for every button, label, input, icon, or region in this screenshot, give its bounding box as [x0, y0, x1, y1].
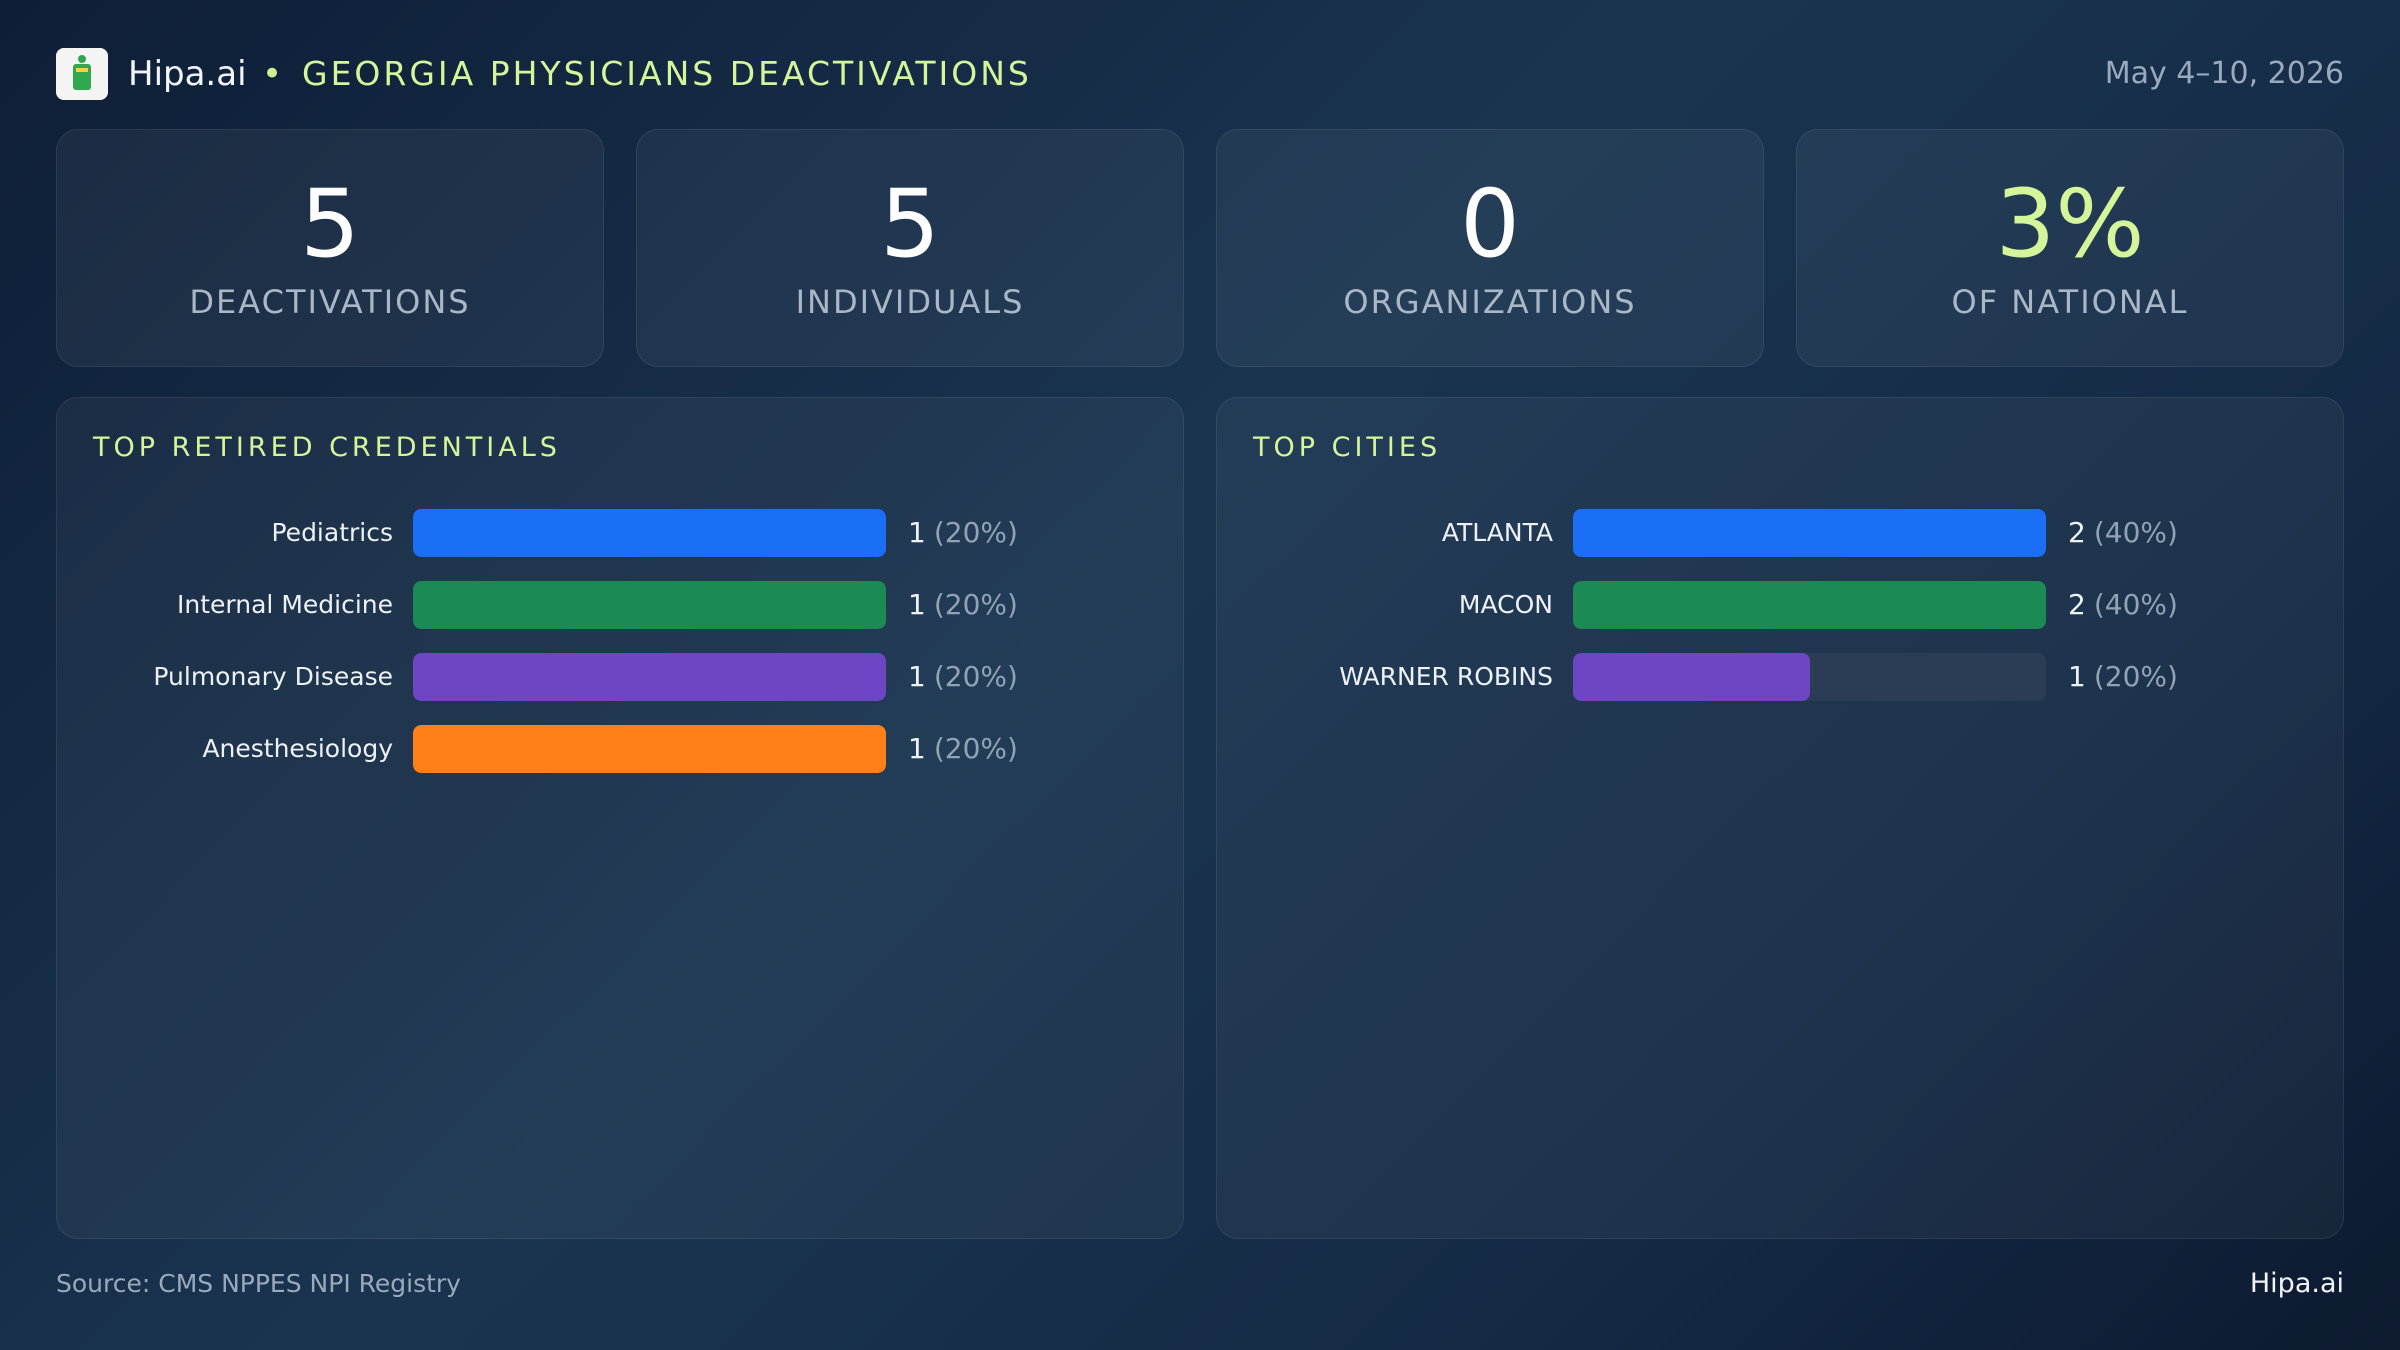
stat-label: INDIVIDUALS — [795, 283, 1025, 321]
bar-track — [413, 653, 886, 701]
stat-value: 5 — [880, 170, 940, 279]
page-title: GEORGIA PHYSICIANS DEACTIVATIONS — [302, 54, 1032, 93]
share: (40%) — [2093, 588, 2178, 621]
category-label: WARNER ROBINS — [1339, 662, 1553, 691]
bar — [413, 653, 886, 701]
value-label: 1 (20%) — [908, 509, 1018, 557]
bar-row: Anesthesiology 1 (20%) — [57, 725, 1183, 773]
bar-track — [1573, 509, 2046, 557]
category-label: Pulmonary Disease — [153, 662, 393, 691]
value-label: 1 (20%) — [2068, 653, 2178, 701]
count: 2 — [2068, 516, 2086, 549]
count: 1 — [2068, 660, 2086, 693]
bar — [1573, 653, 1810, 701]
share: (20%) — [933, 588, 1018, 621]
bar — [413, 725, 886, 773]
category-label: Pediatrics — [271, 518, 394, 547]
value-label: 2 (40%) — [2068, 581, 2178, 629]
bar-row: Internal Medicine 1 (20%) — [57, 581, 1183, 629]
stat-card: 3% OF NATIONAL — [1796, 129, 2344, 367]
count: 1 — [908, 516, 926, 549]
share: (40%) — [2093, 516, 2178, 549]
category-label: Internal Medicine — [177, 590, 393, 619]
bar — [1573, 509, 2046, 557]
separator: • — [262, 54, 283, 94]
share: (20%) — [933, 516, 1018, 549]
stat-card: 0 ORGANIZATIONS — [1216, 129, 1764, 367]
bar-row: WARNER ROBINS 1 (20%) — [1217, 653, 2343, 701]
value-label: 1 (20%) — [908, 725, 1018, 773]
value-label: 1 (20%) — [908, 581, 1018, 629]
stat-label: DEACTIVATIONS — [189, 283, 471, 321]
date-range: May 4–10, 2026 — [2104, 56, 2344, 91]
bar-track — [413, 725, 886, 773]
count: 1 — [908, 660, 926, 693]
panel-title: TOP RETIRED CREDENTIALS — [93, 432, 561, 463]
logo — [56, 48, 108, 100]
stat-value: 5 — [300, 170, 360, 279]
bar-track — [413, 509, 886, 557]
bar — [413, 509, 886, 557]
bar-row: MACON 2 (40%) — [1217, 581, 2343, 629]
stat-card: 5 INDIVIDUALS — [636, 129, 1184, 367]
count: 2 — [2068, 588, 2086, 621]
count: 1 — [908, 588, 926, 621]
panel-title: TOP CITIES — [1253, 432, 1442, 463]
stat-card: 5 DEACTIVATIONS — [56, 129, 604, 367]
value-label: 2 (40%) — [2068, 509, 2178, 557]
bar-track — [1573, 653, 2046, 701]
share: (20%) — [933, 732, 1018, 765]
bar — [413, 581, 886, 629]
bar-track — [413, 581, 886, 629]
stat-label: OF NATIONAL — [1951, 283, 2189, 321]
source: Source: CMS NPPES NPI Registry — [56, 1269, 461, 1298]
bar-track — [1573, 581, 2046, 629]
share: (20%) — [2093, 660, 2178, 693]
category-label: ATLANTA — [1441, 518, 1553, 547]
count: 1 — [908, 732, 926, 765]
stat-label: ORGANIZATIONS — [1343, 283, 1637, 321]
category-label: Anesthesiology — [202, 734, 393, 763]
bar-row: Pulmonary Disease 1 (20%) — [57, 653, 1183, 701]
chart-panel: TOP RETIRED CREDENTIALS Pediatrics 1 (20%) I… — [56, 397, 1184, 1239]
brand: Hipa.ai — [128, 54, 247, 94]
share: (20%) — [933, 660, 1018, 693]
bar-row: Pediatrics 1 (20%) — [57, 509, 1183, 557]
bar — [1573, 581, 2046, 629]
stat-value: 3% — [1995, 170, 2145, 279]
chart-panel: TOP CITIES ATLANTA 2 (40%) MACON 2 (40%) WARNER… — [1216, 397, 2344, 1239]
category-label: MACON — [1458, 590, 1553, 619]
stat-value: 0 — [1460, 170, 1520, 279]
footer-brand: Hipa.ai — [2249, 1268, 2344, 1299]
value-label: 1 (20%) — [908, 653, 1018, 701]
bar-row: ATLANTA 2 (40%) — [1217, 509, 2343, 557]
